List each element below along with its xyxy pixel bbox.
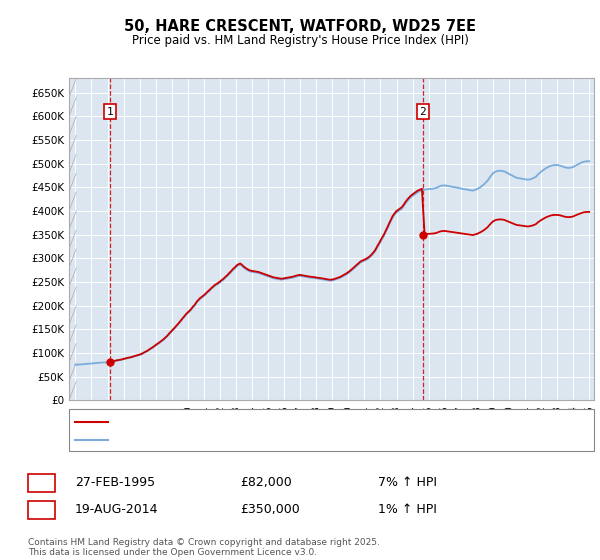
Text: 50, HARE CRESCENT, WATFORD, WD25 7EE: 50, HARE CRESCENT, WATFORD, WD25 7EE [124,20,476,34]
Text: Contains HM Land Registry data © Crown copyright and database right 2025.
This d: Contains HM Land Registry data © Crown c… [28,538,379,557]
Text: HPI: Average price, semi-detached house, Watford: HPI: Average price, semi-detached house,… [114,435,377,445]
Text: 1: 1 [37,476,46,489]
Text: 50, HARE CRESCENT, WATFORD, WD25 7EE (semi-detached house): 50, HARE CRESCENT, WATFORD, WD25 7EE (se… [114,417,464,427]
Text: 27-FEB-1995: 27-FEB-1995 [75,476,155,489]
Text: 7% ↑ HPI: 7% ↑ HPI [378,476,437,489]
Text: 2: 2 [419,106,426,116]
Text: 1% ↑ HPI: 1% ↑ HPI [378,503,437,516]
Text: Price paid vs. HM Land Registry's House Price Index (HPI): Price paid vs. HM Land Registry's House … [131,34,469,47]
Bar [69,78,76,400]
Text: 19-AUG-2014: 19-AUG-2014 [75,503,158,516]
Text: 1: 1 [107,106,113,116]
Text: £82,000: £82,000 [240,476,292,489]
Text: 2: 2 [37,503,46,516]
Text: £350,000: £350,000 [240,503,300,516]
